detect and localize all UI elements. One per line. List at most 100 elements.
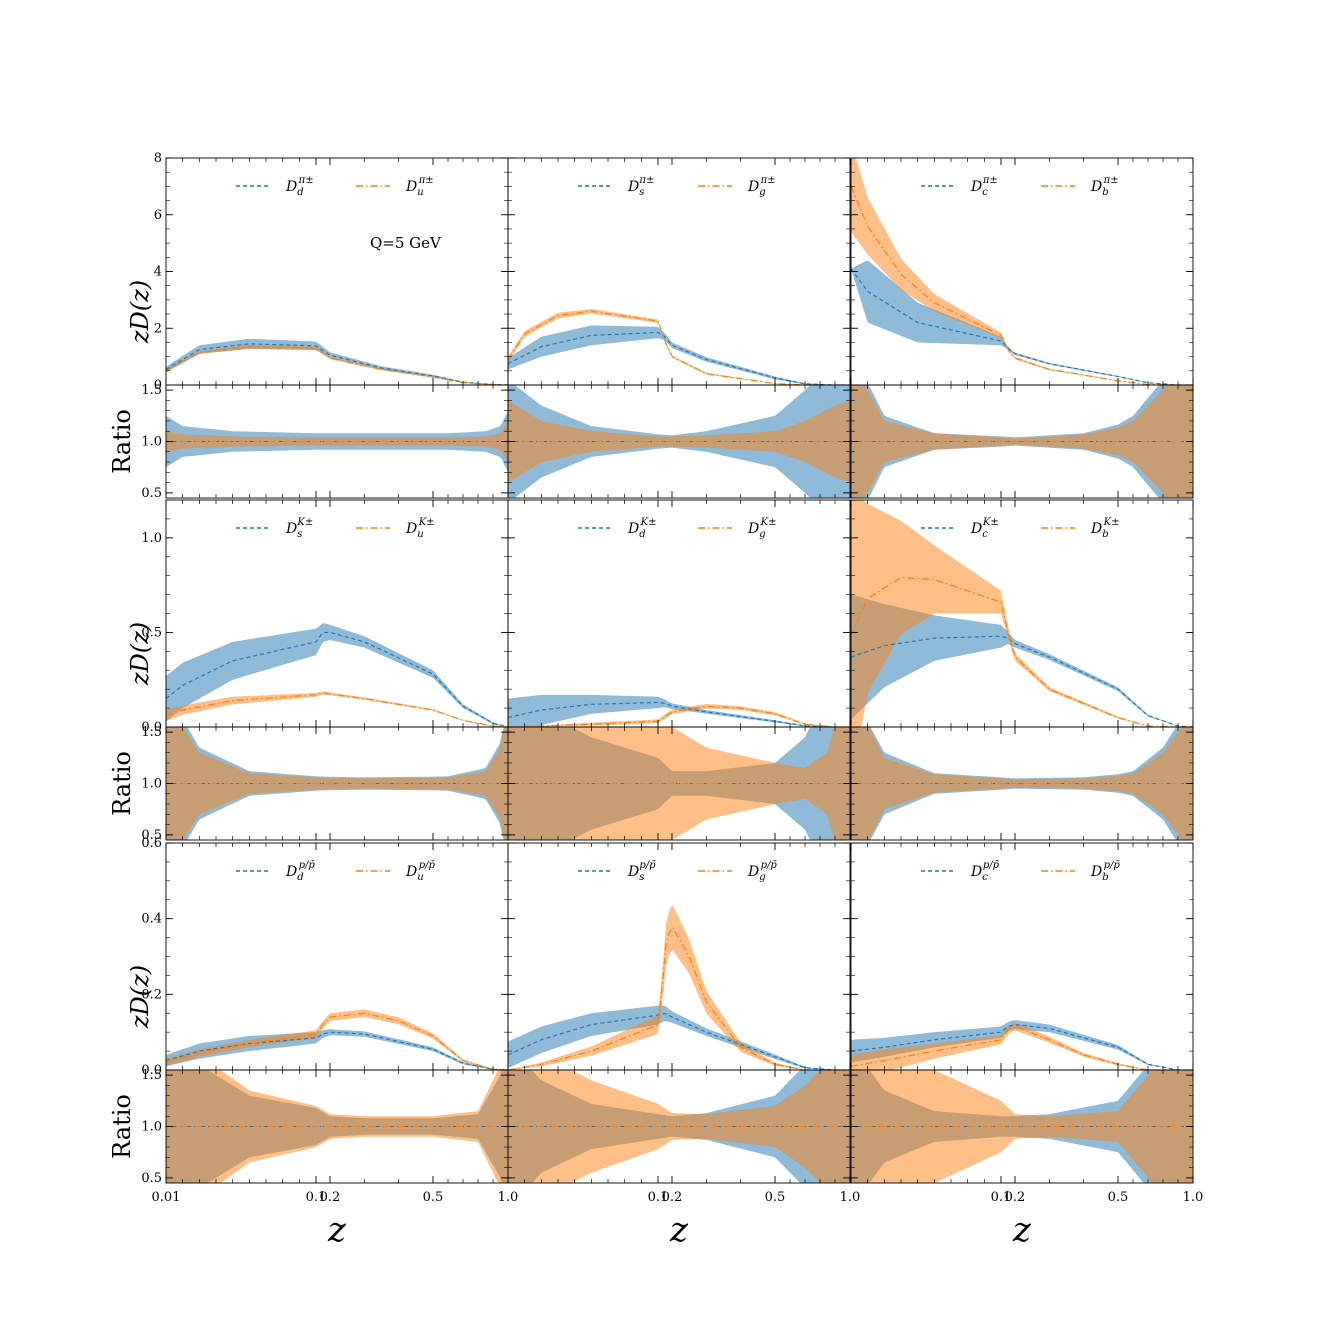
r2c0-ratio-ytick-label: 0.5 xyxy=(141,1171,162,1186)
ylabel-ratio-row1: Ratio xyxy=(108,751,136,816)
xtick-label-c2: 1.0 xyxy=(1183,1190,1204,1205)
r0c2-ratio-area xyxy=(851,385,1193,498)
xtick-label-c2: 0.5 xyxy=(1108,1190,1129,1205)
r0c1-legend-1-label: Dgπ± xyxy=(747,175,776,198)
r1c0-band-0 xyxy=(166,623,508,727)
r2c0-ratio-ytick-label: 1.5 xyxy=(141,1068,162,1083)
r2c0-main-ytick-label: 0.6 xyxy=(141,836,162,851)
r1c0-main-frame xyxy=(165,499,509,728)
r1c0-ratio-ytick-label: 1.0 xyxy=(141,777,162,792)
r2c1-legend-1-label: Dgp/p̄ xyxy=(747,860,777,883)
r0c0-ratio-ytick-label: 1.5 xyxy=(141,383,162,398)
xtick-label-c1: 0.1 xyxy=(648,1190,669,1205)
r0c0-main-area xyxy=(166,338,508,385)
r2c2-main-area xyxy=(851,1020,1193,1070)
xtick-label-c0: 0.1 xyxy=(306,1190,327,1205)
panel-r2c0: 0.0 0.2 0.4 0.6 Ddp/p̄ Dup/p̄ 0.5 1.0 1.5 xyxy=(141,836,509,1186)
ylabel-main-row0: zD(z) xyxy=(126,280,154,344)
r1c2-legend-1-label: DbK± xyxy=(1090,517,1120,540)
r1c0-legend-0-label: DsK± xyxy=(285,517,313,540)
annotation-q: Q=5 GeV xyxy=(370,234,442,252)
r0c1-legend-0-label: Dsπ± xyxy=(627,175,654,198)
r1c0-main-area xyxy=(166,623,508,727)
xtick-label-c1: 0.2 xyxy=(662,1190,683,1205)
r2c0-band-1 xyxy=(166,1009,508,1070)
r2c1-legend-0-label: Dsp/p̄ xyxy=(627,860,656,883)
r0c0-ratio-area xyxy=(166,410,508,473)
ylabel-main-row1: zD(z) xyxy=(126,622,154,686)
r2c0-line-1 xyxy=(166,1012,508,1070)
r1c2-line-1 xyxy=(851,577,1193,727)
r0c2-legend-1-label: Dbπ± xyxy=(1090,175,1119,198)
r2c1-ratio-area xyxy=(508,1070,850,1183)
panel-r2c2: Dcp/p̄ Dbp/p̄ xyxy=(850,842,1194,1184)
r1c2-ratio-area xyxy=(851,727,1193,840)
r1c1-line-0 xyxy=(508,701,850,727)
r0c0-ratio-ytick-label: 0.5 xyxy=(141,486,162,501)
r0c0-main-ytick-label: 0 xyxy=(154,378,162,393)
r2c0-line-0 xyxy=(166,1031,508,1070)
r1c0-ratio-area xyxy=(166,727,508,840)
panel-r1c0: 0.0 0.5 1.0 DsK± DuK± 0.5 1.0 1.5 xyxy=(141,499,509,843)
r0c1-line-0 xyxy=(508,331,850,385)
r1c0-ratio-ytick-label: 1.5 xyxy=(141,725,162,740)
r0c0-main-ytick-label: 4 xyxy=(154,265,162,280)
r1c2-band-0 xyxy=(851,594,1193,727)
r1c1-main-frame xyxy=(507,499,851,728)
r0c2-band-0 xyxy=(851,260,1193,385)
xlabel-c1: z xyxy=(669,1210,689,1250)
r1c0-main-ytick-label: 0.0 xyxy=(141,720,162,735)
r0c1-main-area xyxy=(508,308,850,385)
xtick-label-c0: 1.0 xyxy=(498,1190,519,1205)
panel-r1c2: DcK± DbK± xyxy=(850,499,1194,841)
r2c2-band-1 xyxy=(851,1022,1193,1070)
ylabel-main-row2: zD(z) xyxy=(126,965,154,1029)
r0c0-legend-0-label: Ddπ± xyxy=(285,175,314,198)
xtick-label-c1: 0.5 xyxy=(765,1190,786,1205)
r0c0-main-ytick-label: 8 xyxy=(154,151,162,166)
r2c1-line-0 xyxy=(508,1012,850,1070)
r2c0-main-ytick-label: 0.2 xyxy=(141,987,162,1002)
r1c0-line-0 xyxy=(166,631,508,727)
xtick-label-c0: 0.01 xyxy=(152,1190,181,1205)
r1c0-legend-1-label: DuK± xyxy=(405,517,435,540)
r0c0-legend-1-label: Duπ± xyxy=(405,175,434,198)
r1c1-main-area xyxy=(508,694,850,727)
r2c1-band-0 xyxy=(508,1005,850,1070)
r0c1-ratio-area xyxy=(508,385,850,498)
xtick-label-c0: 0.2 xyxy=(320,1190,341,1205)
r0c0-main-ytick-label: 2 xyxy=(154,321,162,336)
r2c1-line-1 xyxy=(508,926,850,1070)
r2c0-band-0 xyxy=(166,1029,508,1070)
r2c2-band-0 xyxy=(851,1020,1193,1070)
r1c0-line-1 xyxy=(166,692,508,727)
r2c0-main-frame xyxy=(165,842,509,1071)
r0c1-line-1 xyxy=(508,310,850,385)
r0c0-line-1 xyxy=(166,346,508,385)
r2c0-legend-1-label: Dup/p̄ xyxy=(405,860,435,883)
ylabel-ratio-row2: Ratio xyxy=(108,1094,136,1159)
r2c2-legend-0-label: Dcp/p̄ xyxy=(970,860,1000,883)
xtick-label-c0: 0.5 xyxy=(423,1190,444,1205)
r2c0-main-area xyxy=(166,1009,508,1070)
r1c0-main-ytick-label: 1.0 xyxy=(141,531,162,546)
panel-r1c1: DdK± DgK± xyxy=(507,499,851,841)
r1c2-main-area xyxy=(851,500,1193,727)
panel-r0c1: Dsπ± Dgπ± xyxy=(507,157,851,499)
r0c2-main-area xyxy=(851,158,1193,385)
r0c2-line-0 xyxy=(851,268,1193,385)
r1c2-line-0 xyxy=(851,635,1193,727)
r0c0-band-1 xyxy=(166,344,508,385)
panel-r0c0: 0 2 4 6 8 Ddπ± Duπ± 0.5 1.0 1.5 xyxy=(141,151,509,501)
xlabel-c2: z xyxy=(1012,1210,1032,1250)
r2c1-main-area xyxy=(508,904,850,1070)
r2c2-line-0 xyxy=(851,1024,1193,1070)
r0c0-band-0 xyxy=(166,338,508,385)
xlabel-c0: z xyxy=(327,1210,347,1250)
r2c1-band-1 xyxy=(508,904,850,1070)
r2c2-line-1 xyxy=(851,1026,1193,1070)
r0c2-band-1 xyxy=(851,158,1193,385)
r1c0-band-1 xyxy=(166,691,508,727)
